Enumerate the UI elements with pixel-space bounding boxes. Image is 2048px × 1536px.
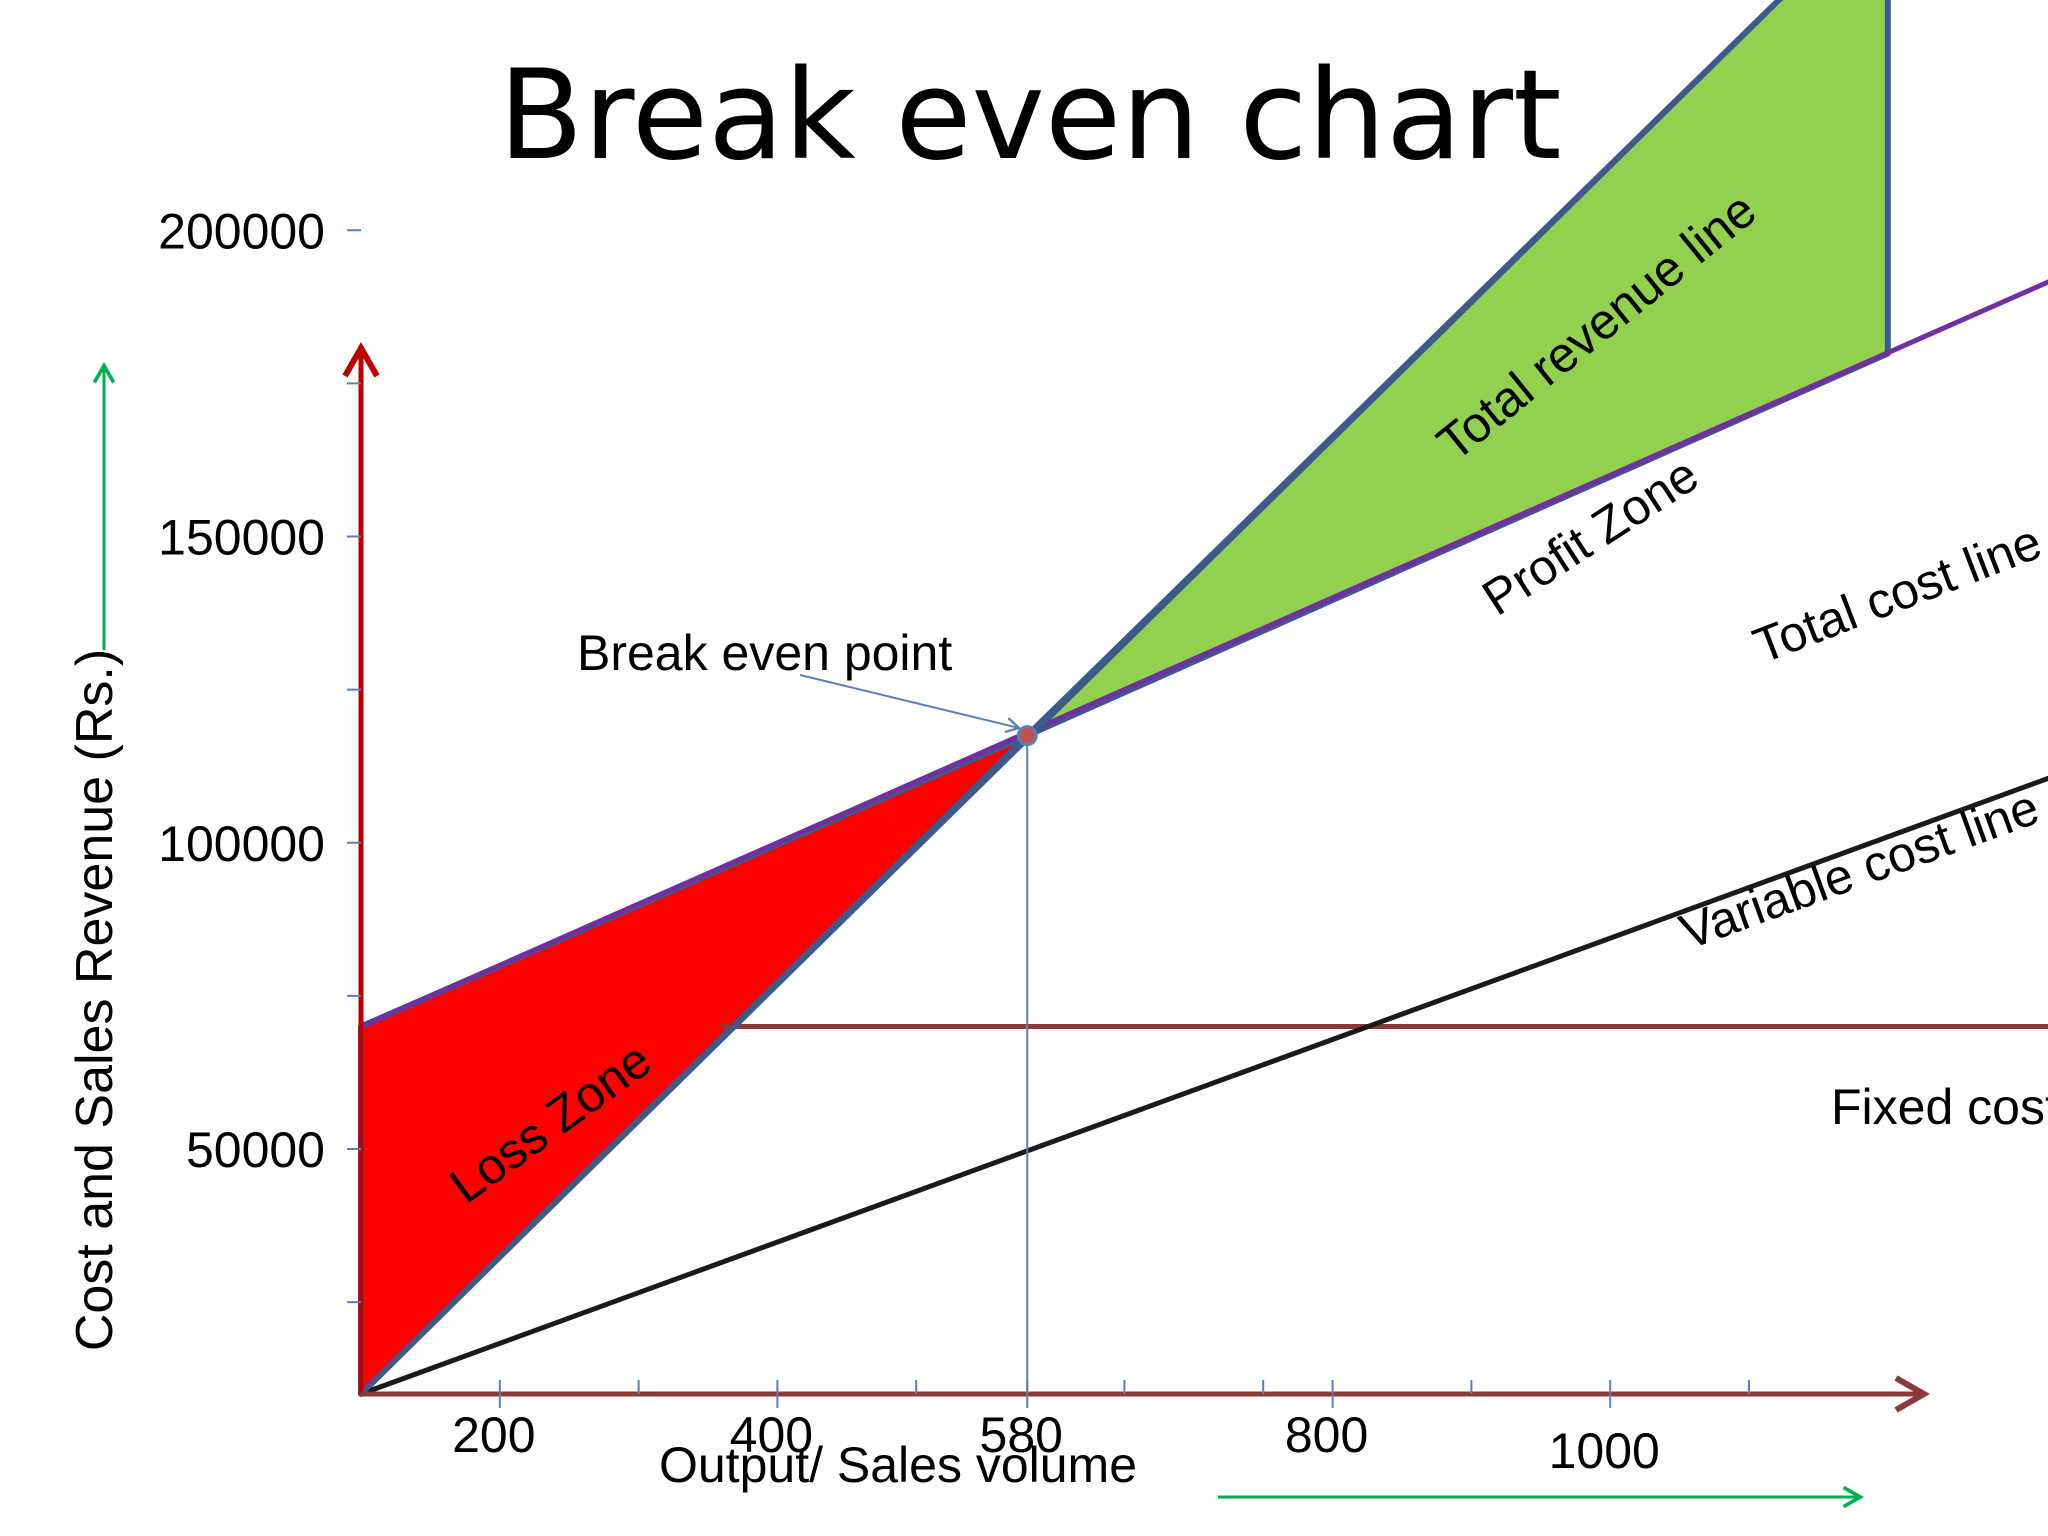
x-tick-label: 800 <box>1285 1407 1368 1463</box>
minor-ticks <box>347 382 1750 1394</box>
x-tick-label: 400 <box>730 1407 813 1463</box>
fixed-cost-label: Fixed cost <box>1831 1079 2048 1135</box>
y-axis-label: Cost and Sales Revenue (Rs.) <box>66 649 124 1351</box>
y-tick-label: 100000 <box>158 816 325 872</box>
break-even-point-marker <box>1016 725 1038 747</box>
y-tick-label: 150000 <box>158 510 325 566</box>
break-even-point-label: Break even point <box>577 625 952 681</box>
x-axis-label: Output/ Sales volume <box>659 1437 1137 1493</box>
y-tick-label: 200000 <box>158 203 325 259</box>
total-cost-line <box>359 279 2048 1029</box>
total-cost-line-label: Total cost line <box>1746 513 2048 674</box>
x-axis-ticks: 200 400 580 800 1000 <box>452 1380 1660 1479</box>
variable-cost-line-label: Variable cost line <box>1673 779 2046 961</box>
y-tick-label: 50000 <box>186 1122 325 1178</box>
chart-title: Break even chart <box>498 44 1561 188</box>
total-revenue-line <box>359 0 1783 1396</box>
x-tick-label: 580 <box>980 1407 1063 1463</box>
break-even-pointer-arrow <box>799 674 1022 734</box>
variable-cost-line <box>360 775 2048 1397</box>
x-tick-label: 1000 <box>1549 1423 1660 1479</box>
x-tick-label: 200 <box>452 1407 535 1463</box>
y-axis-ticks: 50000 100000 150000 200000 <box>158 203 361 1178</box>
